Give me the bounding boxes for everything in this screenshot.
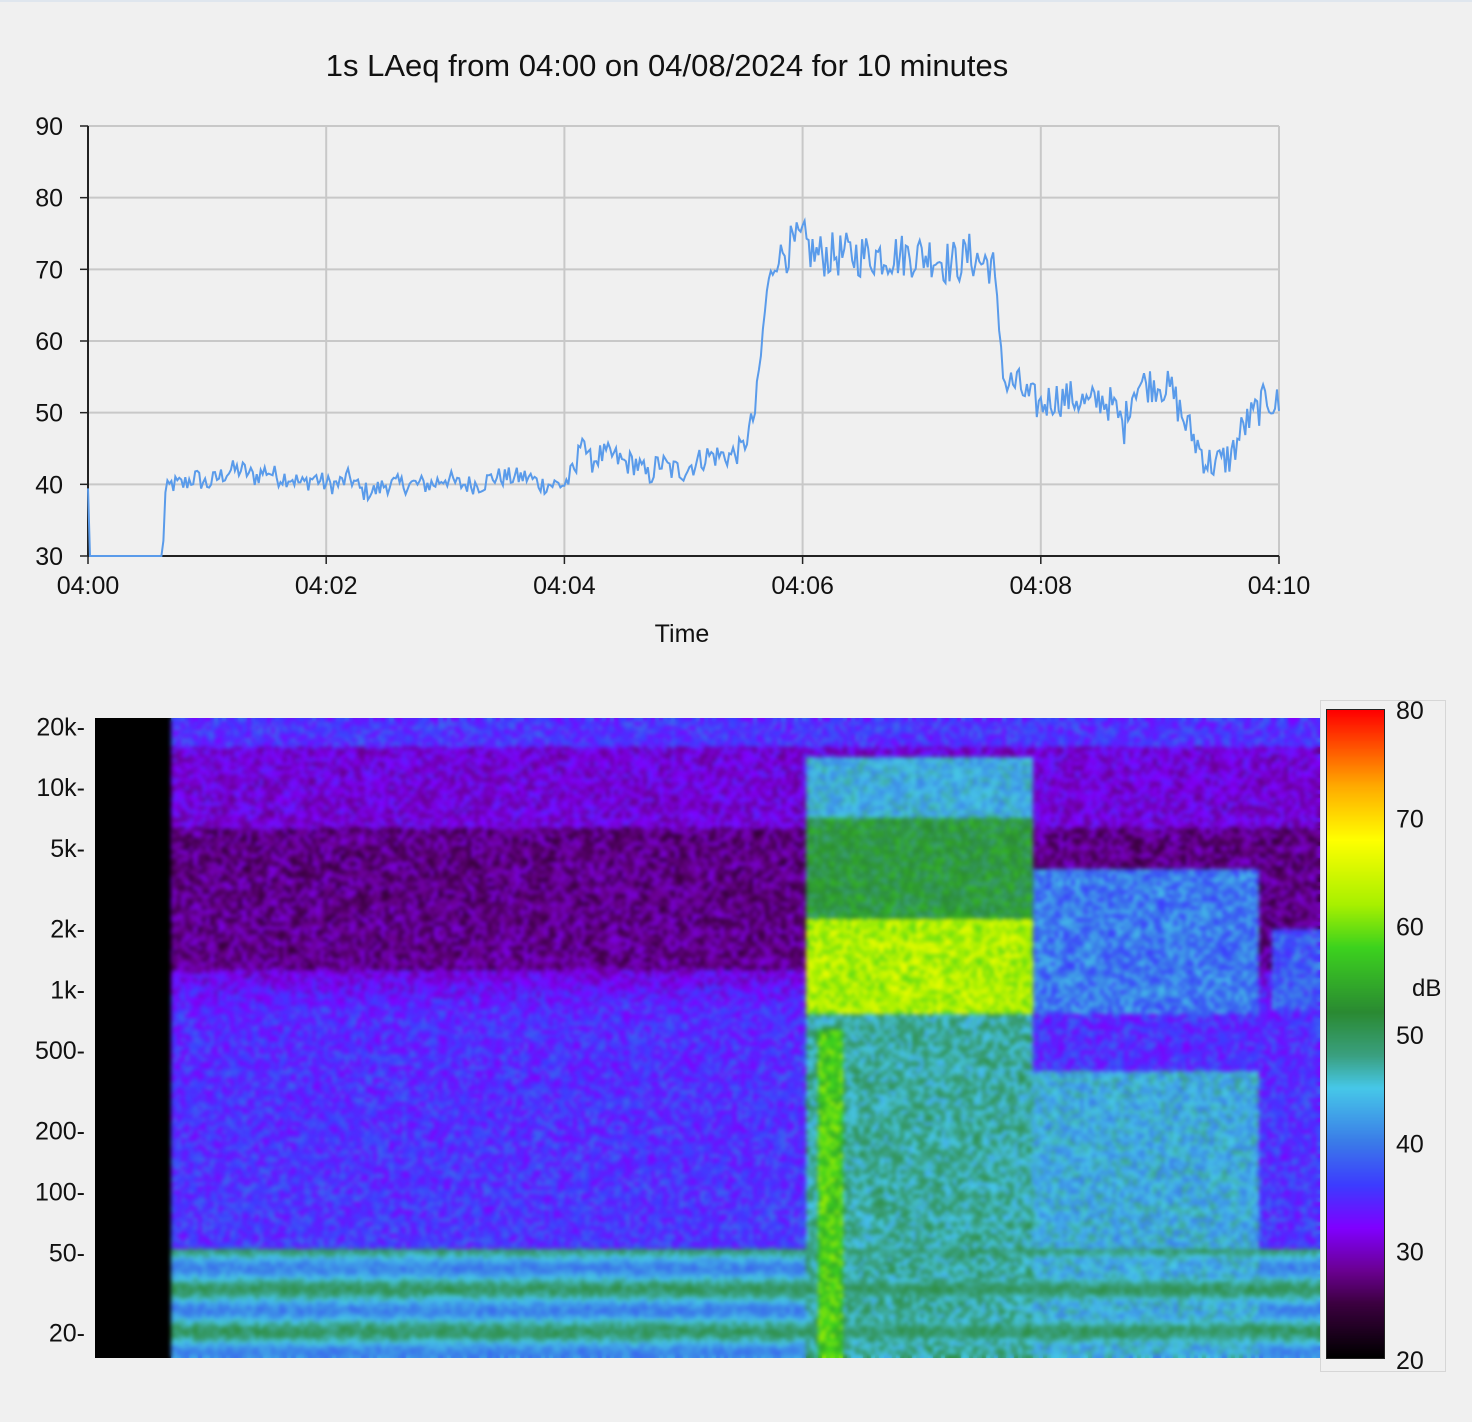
colorbar-tick-label: 60 (1396, 914, 1424, 942)
y-tick-label: 30 (35, 543, 63, 571)
colorbar-panel: 80 70 60 50 40 30 20 dB (1320, 700, 1446, 1373)
colorbar-tick-label: 70 (1396, 805, 1424, 833)
colorbar-tick-label: 80 (1396, 701, 1424, 725)
frequency-tick-label: 20- (49, 1320, 85, 1348)
frequency-tick-label: 200- (35, 1118, 85, 1146)
colorbar-gradient (1326, 709, 1385, 1359)
frequency-tick-label: 2k- (50, 915, 85, 943)
colorbar-tick-label: 30 (1396, 1239, 1424, 1267)
frequency-tick-label: 100- (35, 1178, 85, 1206)
colorbar-axis: 80 70 60 50 40 30 20 dB (1396, 701, 1441, 1373)
frequency-tick-label: 5k- (50, 835, 85, 863)
colorbar-label: dB (1412, 975, 1441, 1002)
frequency-tick-label: 50- (49, 1239, 85, 1267)
laeq-line-chart: 1s LAeq from 04:00 on 04/08/2024 for 10 … (35, 48, 1311, 648)
spectrogram-panel: 20k- 10k- 5k- 2k- 1k- 500- 200- 100- 50- 20- 80 70… (0, 690, 1472, 1410)
frequency-axis: 20k- 10k- 5k- 2k- 1k- 500- 200- 100- 50- 20- (35, 713, 85, 1348)
y-tick-label: 60 (35, 328, 63, 356)
x-tick-label: 04:02 (295, 572, 358, 600)
y-tick-label: 80 (35, 185, 63, 213)
x-axis-ticks: 04:00 04:02 04:04 04:06 04:08 04:10 (57, 556, 1311, 600)
colorbar-tick-label: 40 (1396, 1130, 1424, 1158)
colorbar-tick-label: 20 (1396, 1347, 1424, 1373)
frequency-tick-label: 1k- (50, 976, 85, 1004)
chart-gridlines (88, 125, 1280, 556)
y-tick-label: 50 (35, 400, 63, 428)
y-axis-ticks: 30 40 50 60 70 80 90 (35, 113, 88, 571)
x-axis-label: Time (655, 620, 710, 648)
x-tick-label: 04:10 (1248, 572, 1311, 600)
frequency-tick-label: 500- (35, 1037, 85, 1065)
spectrogram-heatmap (95, 718, 1320, 1358)
x-tick-label: 04:08 (1010, 572, 1073, 600)
laeq-series-line (87, 217, 1280, 557)
colorbar-tick-label: 50 (1396, 1022, 1424, 1050)
x-tick-label: 04:00 (57, 572, 120, 600)
x-tick-label: 04:04 (533, 572, 596, 600)
frequency-tick-label: 20k- (36, 713, 85, 741)
y-tick-label: 70 (35, 256, 63, 284)
y-tick-label: 40 (35, 471, 63, 499)
x-tick-label: 04:06 (771, 572, 834, 600)
frequency-tick-label: 10k- (36, 774, 85, 802)
window-top-border (0, 0, 1472, 2)
y-tick-label: 90 (35, 113, 63, 141)
chart-title: 1s LAeq from 04:00 on 04/08/2024 for 10 … (326, 48, 1008, 83)
